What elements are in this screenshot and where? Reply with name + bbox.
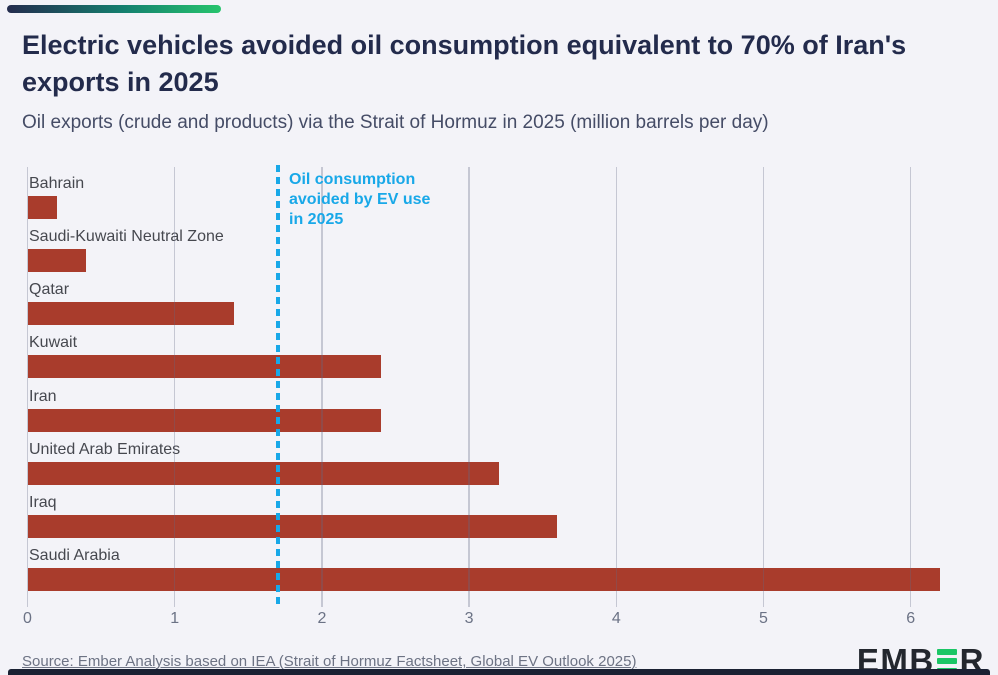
chart-subtitle: Oil exports (crude and products) via the… xyxy=(22,112,769,133)
bar xyxy=(27,408,381,432)
bar xyxy=(27,461,499,485)
gridline xyxy=(321,167,323,607)
bar-label: Iraq xyxy=(29,493,57,511)
x-tick-label: 0 xyxy=(23,610,32,627)
gridline xyxy=(26,167,29,607)
bar-row: Iran xyxy=(0,388,998,432)
x-tick-label: 2 xyxy=(317,610,327,627)
bar-row: Iraq xyxy=(0,494,998,538)
bar-row: Bahrain xyxy=(0,175,998,219)
bar-label: Saudi Arabia xyxy=(29,547,120,565)
bar-row: Saudi-Kuwaiti Neutral Zone xyxy=(0,228,998,273)
reference-line xyxy=(275,165,280,608)
bar xyxy=(27,196,57,219)
x-tick-label: 6 xyxy=(906,610,916,627)
gridline xyxy=(173,167,176,607)
source-link[interactable]: Source: Ember Analysis based on IEA (Str… xyxy=(22,653,637,670)
bar xyxy=(27,302,234,326)
bar-label: Bahrain xyxy=(29,175,85,192)
x-tick-label: 5 xyxy=(759,610,768,627)
bar xyxy=(27,568,941,592)
bar xyxy=(27,249,87,273)
bar-label: Qatar xyxy=(29,281,70,299)
chart-title: Electric vehicles avoided oil consumptio… xyxy=(22,30,907,97)
x-tick-label: 4 xyxy=(611,610,621,627)
gridline xyxy=(615,167,618,607)
bar-label: United Arab Emirates xyxy=(29,440,181,458)
bar-row: Qatar xyxy=(0,281,998,326)
gridline xyxy=(468,167,470,607)
x-tick-label: 1 xyxy=(170,610,180,627)
bar-label: Saudi-Kuwaiti Neutral Zone xyxy=(29,228,224,246)
bar-label: Kuwait xyxy=(29,334,78,352)
bar-row: Kuwait xyxy=(0,334,998,379)
bar-chart: Bahrain Saudi-Kuwaiti Neutral Zone Qatar Ku… xyxy=(0,165,998,627)
bar-row: Saudi Arabia xyxy=(0,547,998,592)
logo-text-r: R xyxy=(959,642,985,675)
bottom-bar xyxy=(8,669,990,675)
gridline xyxy=(762,167,765,607)
reference-line-label: Oil consumption avoided by EV use in 202… xyxy=(289,171,431,228)
gridline xyxy=(909,167,912,607)
bar xyxy=(27,355,381,379)
bar-label: Iran xyxy=(29,387,57,405)
bar xyxy=(27,514,558,538)
x-tick-label: 3 xyxy=(464,610,474,627)
top-accent-bar xyxy=(7,5,221,13)
bar-row: United Arab Emirates xyxy=(0,441,998,485)
